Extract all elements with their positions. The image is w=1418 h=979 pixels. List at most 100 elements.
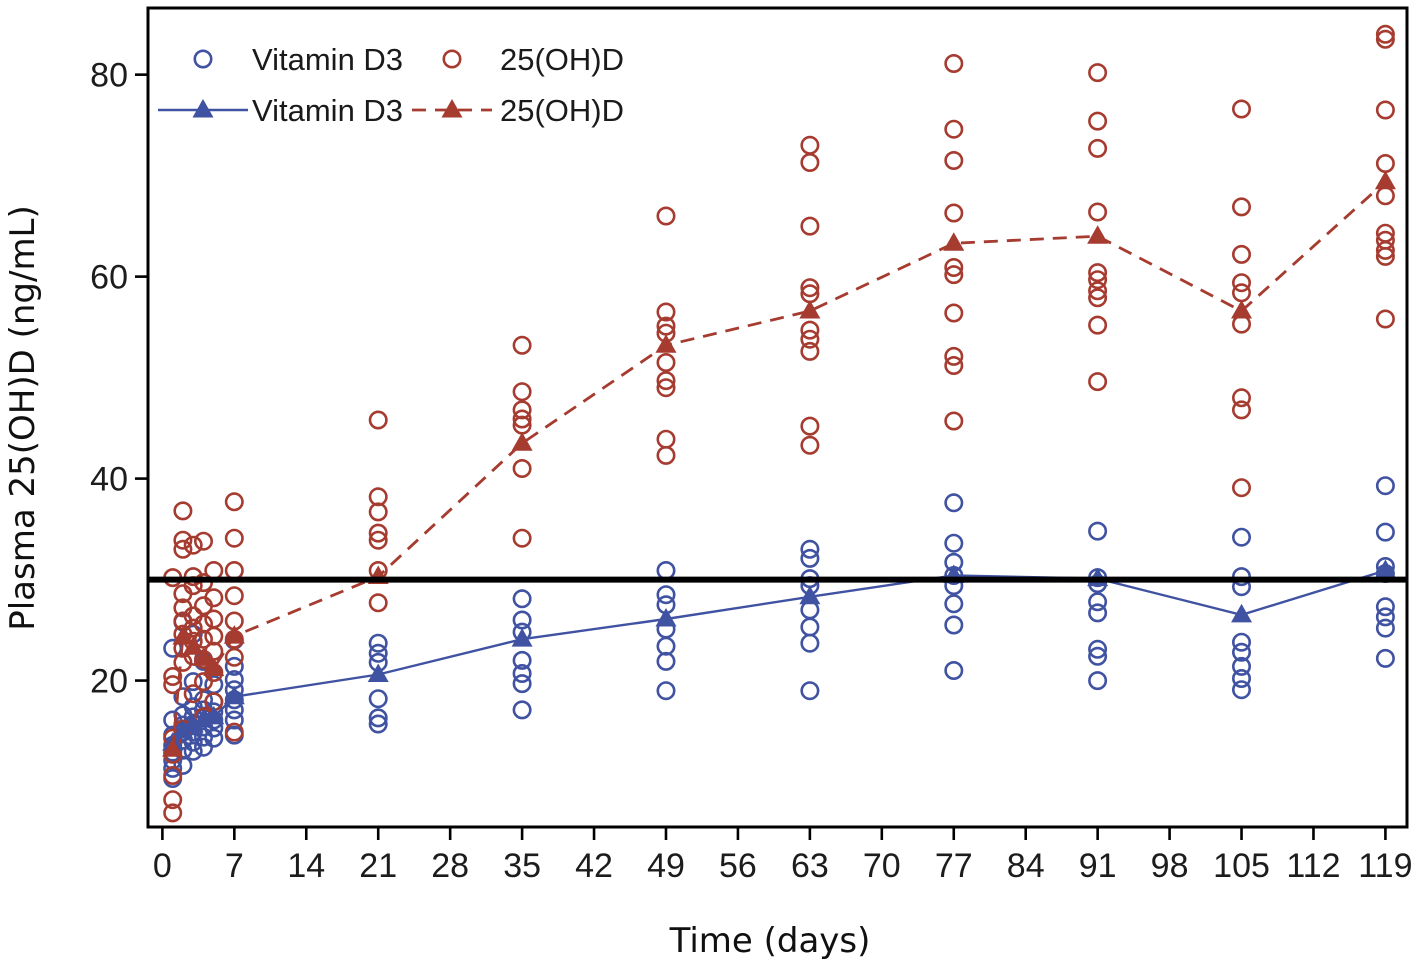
y-tick-label: 80 — [90, 57, 128, 95]
x-tick-label: 7 — [225, 847, 244, 885]
mean-triangle-marker — [1374, 559, 1396, 578]
mean-triangle-marker — [511, 628, 533, 647]
data-point-circle — [944, 151, 964, 171]
data-point-circle — [800, 548, 820, 568]
data-point-circle — [1232, 388, 1252, 408]
data-point-circle — [944, 411, 964, 431]
data-point-circle — [800, 320, 820, 340]
mean-series-vitd3_mean — [162, 559, 1396, 751]
data-point-circle — [224, 492, 244, 512]
data-point-circle — [173, 687, 193, 707]
data-point-circle — [800, 329, 820, 349]
data-point-circle — [800, 681, 820, 701]
data-point-circle — [944, 493, 964, 513]
mean-triangle-marker — [799, 585, 821, 605]
data-point-circle — [1088, 521, 1108, 541]
data-point-circle — [800, 617, 820, 637]
data-point-circle — [1088, 603, 1108, 623]
legend-open-circle-icon-vitamin-d3 — [193, 49, 213, 69]
data-point-circle — [1088, 138, 1108, 158]
data-point-circle — [204, 728, 224, 748]
x-tick-label: 56 — [719, 847, 757, 885]
mean-triangle-marker — [511, 432, 533, 451]
data-point-circle — [512, 382, 532, 402]
data-point-circle — [656, 378, 676, 398]
data-point-circle — [944, 257, 964, 277]
data-point-circle — [1232, 197, 1252, 217]
x-tick-label: 119 — [1358, 847, 1412, 885]
legend-triangle-icon-vitamin-d3 — [192, 99, 214, 118]
data-point-circle — [1232, 656, 1252, 676]
data-point-circle — [800, 435, 820, 455]
data-point-circle — [656, 560, 676, 580]
x-tick-label: 91 — [1079, 847, 1117, 885]
data-point-circle — [204, 609, 224, 629]
data-point-circle — [183, 535, 203, 555]
data-point-circle — [1088, 263, 1108, 283]
mean-triangle-marker — [1087, 225, 1109, 244]
data-point-circle — [368, 714, 388, 734]
data-point-circle — [1375, 29, 1395, 49]
mean-triangle-marker — [223, 685, 245, 705]
x-tick-label: 0 — [153, 847, 172, 885]
data-point-circle — [194, 737, 214, 757]
data-point-circle — [368, 708, 388, 728]
data-point-circle — [183, 741, 203, 761]
y-axis: 20 40 60 80 — [90, 57, 148, 701]
data-point-circle — [224, 710, 244, 730]
data-point-circle — [944, 119, 964, 139]
data-point-circle — [194, 531, 214, 551]
mean-triangle-marker — [203, 705, 225, 725]
data-point-circle — [512, 458, 532, 478]
data-point-circle — [656, 585, 676, 605]
data-point-circle — [368, 593, 388, 613]
data-point-circle — [224, 647, 244, 667]
data-point-circle — [1232, 478, 1252, 498]
data-point-circle — [512, 700, 532, 720]
data-point-circle — [1232, 273, 1252, 293]
mean-line-dashed — [171, 180, 1387, 750]
y-tick-label: 60 — [90, 259, 128, 297]
legend-label-vitamin-d3-scatter: Vitamin D3 — [252, 42, 403, 77]
data-point-circle — [512, 663, 532, 683]
data-point-circle — [173, 652, 193, 672]
data-point-circle — [1375, 648, 1395, 668]
data-point-circle — [1375, 618, 1395, 638]
data-point-circle — [944, 265, 964, 285]
x-tick-label: 42 — [575, 847, 613, 885]
data-point-circle — [173, 530, 193, 550]
data-point-circle — [194, 573, 214, 593]
data-point-circle — [183, 732, 203, 752]
x-tick-label: 28 — [431, 847, 469, 885]
legend-triangle-icon-25ohd — [441, 99, 463, 118]
y-axis-title: Plasma 25(OH)D (ng/mL) — [3, 205, 43, 631]
data-point-circle — [800, 539, 820, 559]
data-point-circle — [1375, 100, 1395, 120]
data-point-circle — [800, 153, 820, 173]
data-point-circle — [183, 684, 203, 704]
plot-border — [146, 6, 1409, 829]
mean-triangle-marker — [172, 626, 194, 645]
mean-triangle-marker — [162, 738, 184, 757]
x-tick-label: 21 — [359, 847, 397, 885]
data-point-circle — [163, 666, 183, 686]
data-point-circle — [1375, 522, 1395, 542]
mean-triangle-marker — [203, 657, 225, 676]
mean-triangle-marker — [182, 714, 204, 733]
legend-label-vitamin-d3-mean: Vitamin D3 — [252, 93, 403, 128]
data-point-circle — [368, 530, 388, 550]
data-point-circle — [368, 410, 388, 430]
data-point-circle — [656, 352, 676, 372]
data-point-circle — [944, 660, 964, 680]
data-point-circle — [1375, 246, 1395, 266]
mean-triangle-marker — [655, 607, 677, 627]
data-point-circle — [368, 502, 388, 522]
data-point-circle — [512, 528, 532, 548]
data-point-circle — [800, 341, 820, 361]
data-point-circle — [368, 643, 388, 663]
data-point-circle — [163, 765, 183, 785]
data-point-circle — [1375, 154, 1395, 174]
data-point-circle — [1088, 202, 1108, 222]
